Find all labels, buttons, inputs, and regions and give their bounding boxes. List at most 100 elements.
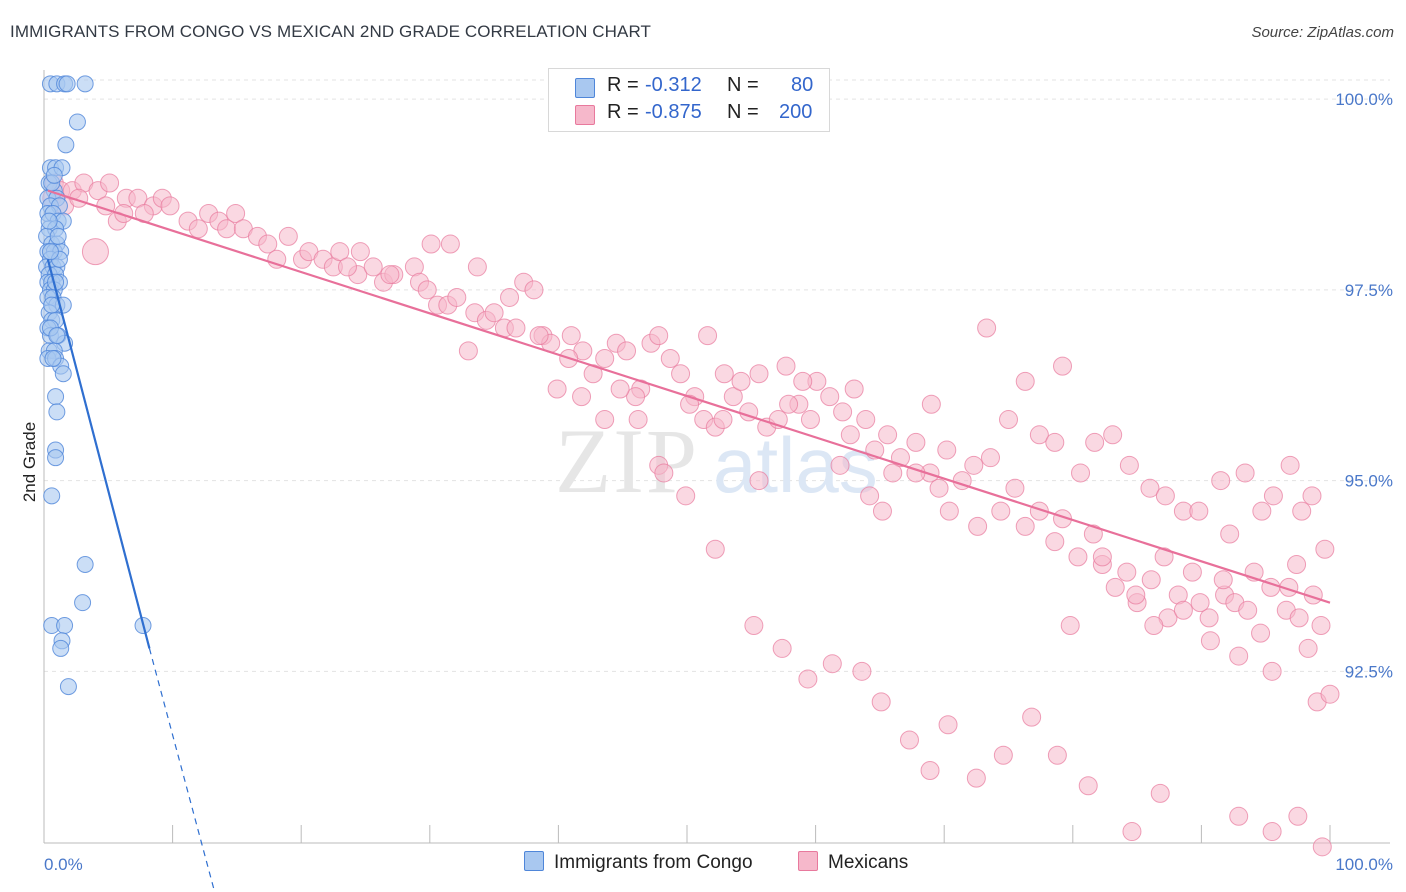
mexicans-n-value: 200 [779, 101, 813, 123]
mexicans-point [628, 410, 648, 430]
mexicans-point [1238, 600, 1258, 620]
mexicans-point [1105, 577, 1125, 597]
congo-point [44, 349, 62, 367]
mexicans-point [1022, 707, 1042, 727]
mexicans-point [421, 234, 441, 254]
mexicans-point [731, 371, 751, 391]
mexicans-point [1015, 516, 1035, 536]
mexicans-point [1150, 783, 1170, 803]
congo-point [48, 403, 66, 421]
mexicans-point [1155, 486, 1175, 506]
mexicans-point [964, 455, 984, 475]
y-axis-title: 2nd Grade [20, 422, 39, 502]
mexicans-point [920, 761, 940, 781]
mexicans-point [529, 326, 549, 346]
congo-point [76, 75, 94, 93]
mexicans-point [798, 669, 818, 689]
mexicans-point [1292, 501, 1312, 521]
legend-mexicans-label: Mexicans [828, 852, 909, 873]
mexicans-point [1053, 356, 1073, 376]
mexicans-point [1141, 570, 1161, 590]
mexicans-point [1262, 661, 1282, 681]
legend-mexicans[interactable]: Mexicans [798, 851, 908, 874]
mexicans-point [680, 394, 700, 414]
mexicans-point [840, 425, 860, 445]
mexicans-point [610, 379, 630, 399]
legend-congo[interactable]: Immigrants from Congo [524, 851, 753, 874]
congo-point [48, 327, 66, 345]
chart-title: IMMIGRANTS FROM CONGO VS MEXICAN 2ND GRA… [10, 22, 652, 41]
mexicans-point [772, 638, 792, 658]
mexicans-point [660, 348, 680, 368]
mexicans-point [1117, 562, 1137, 582]
mexicans-point [467, 257, 487, 277]
mexicans-point [1005, 478, 1025, 498]
mexicans-point [100, 173, 120, 193]
mexicans-point [744, 616, 764, 636]
mexicans-point [1154, 547, 1174, 567]
x-tick-label-1: 100.0% [1335, 855, 1393, 874]
mexicans-point [878, 425, 898, 445]
mexicans-point [676, 486, 696, 506]
congo-point [40, 212, 58, 230]
mexicans-point [1302, 486, 1322, 506]
congo-point [49, 227, 67, 245]
mexicans-point [1211, 471, 1231, 491]
mexicans-point [856, 410, 876, 430]
mexicans-point [1068, 547, 1088, 567]
y-tick-label-1: 95.0% [1345, 472, 1393, 491]
mexicans-point [749, 364, 769, 384]
mexicans-point [1103, 425, 1123, 445]
mexicans-point [1173, 600, 1193, 620]
mexicans-point [993, 745, 1013, 765]
mexicans-point [1015, 371, 1035, 391]
mexicans-point [1200, 631, 1220, 651]
mexicans-point [1140, 478, 1160, 498]
congo-n-value: 80 [791, 74, 814, 96]
mexicans-point [561, 326, 581, 346]
mexicans-point [713, 410, 733, 430]
mexicans-point [337, 257, 357, 277]
mexicans-r-label: R = [607, 101, 639, 123]
mexicans-point [1119, 455, 1139, 475]
congo-trend-extension [148, 648, 216, 892]
congo-point [58, 75, 76, 93]
mexicans-point [714, 364, 734, 384]
mexicans-point [1126, 585, 1146, 605]
mexicans-point [1144, 616, 1164, 636]
mexicans-point [906, 432, 926, 452]
mexicans-point [1189, 501, 1209, 521]
congo-r-value: -0.312 [645, 74, 702, 96]
mexicans-point [114, 204, 134, 224]
mexicans-point [833, 402, 853, 422]
mexicans-point [1315, 539, 1335, 559]
congo-point [45, 166, 63, 184]
congo-points [38, 75, 152, 696]
mexicans-point [872, 501, 892, 521]
mexicans-point [188, 219, 208, 239]
mexicans-point [1029, 425, 1049, 445]
mexicans-point [1311, 616, 1331, 636]
mexicans-point [1229, 806, 1249, 826]
mexicans-point [363, 257, 383, 277]
mexicans-point [417, 280, 437, 300]
congo-point [41, 243, 59, 261]
mexicans-point [921, 394, 941, 414]
congo-n-label: N = [727, 74, 759, 96]
mexicans-point [500, 287, 520, 307]
mexicans-point [484, 303, 504, 323]
mexicans-point [1085, 432, 1105, 452]
mexicans-n-label: N = [727, 101, 759, 123]
mexicans-swatch [575, 105, 595, 125]
mexicans-point [860, 486, 880, 506]
congo-r-label: R = [607, 74, 639, 96]
mexicans-point [939, 501, 959, 521]
mexicans-point [844, 379, 864, 399]
mexicans-point [999, 410, 1018, 430]
mexicans-point [1083, 524, 1103, 544]
mexicans-point [380, 265, 400, 285]
mexicans-point [779, 394, 799, 414]
mexicans-point [852, 661, 872, 681]
mexicans-point [1289, 608, 1309, 628]
congo-point [47, 449, 65, 467]
